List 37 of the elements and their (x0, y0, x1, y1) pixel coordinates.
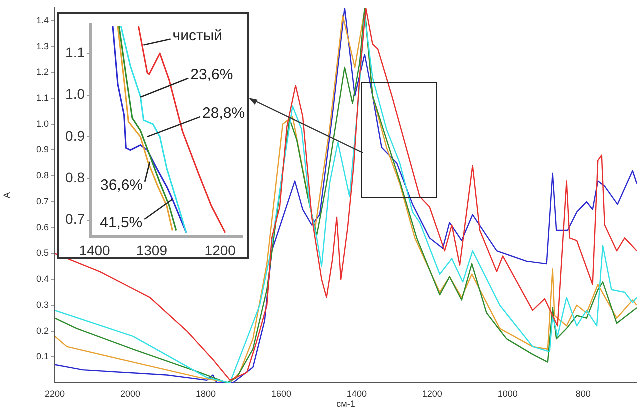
annotation: чистый (172, 27, 222, 44)
y-tick-label: 1.1 (66, 44, 86, 60)
x-tick-label: 800 (576, 388, 591, 399)
y-tick-label: 0.3 (36, 300, 49, 310)
y-tick-label: 1.2 (36, 67, 49, 78)
x-tick-label: 1800 (196, 388, 216, 399)
x-tick-label: 1000 (498, 388, 518, 399)
x-tick-label: 2000 (120, 388, 140, 399)
y-tick-label: 1.0 (66, 86, 86, 102)
y-tick-label: 0.2 (36, 326, 49, 336)
y-tick-label: 1.4 (36, 15, 49, 26)
x-axis-title: см-1 (336, 399, 356, 410)
annotation: 23,6% (190, 66, 234, 84)
y-tick-label: 0.6 (36, 222, 49, 232)
x-tick-label: 1200 (422, 388, 442, 399)
annotation: 41,5% (100, 214, 143, 232)
y-tick-label: 1.0 (36, 118, 49, 129)
annotation: 36,6% (100, 177, 144, 194)
y-tick-label: 1.3 (36, 41, 49, 52)
annotation: 28,8% (202, 105, 246, 122)
x-tick-label: 1400 (79, 242, 111, 258)
y-tick-label: 1.1 (36, 93, 49, 103)
y-axis-title: A (2, 192, 12, 199)
y-tick-label: 0.4 (36, 274, 49, 284)
x-tick-label: 1309 (136, 242, 168, 258)
y-tick-label: 0.8 (36, 170, 49, 181)
x-tick-label: 1600 (271, 388, 292, 399)
x-tick-label: 1400 (346, 388, 367, 399)
y-tick-label: 0.5 (36, 248, 49, 258)
y-tick-label: 0.9 (66, 128, 86, 144)
y-tick-label: 0.1 (36, 352, 49, 362)
x-tick-label: 1200 (204, 242, 236, 258)
y-tick-label: 0.7 (36, 196, 49, 206)
y-tick-label: 0.8 (66, 170, 86, 186)
y-tick-label: 0.7 (66, 211, 86, 228)
y-tick-label: 0.9 (36, 144, 49, 155)
x-tick-label: 2200 (44, 388, 66, 399)
